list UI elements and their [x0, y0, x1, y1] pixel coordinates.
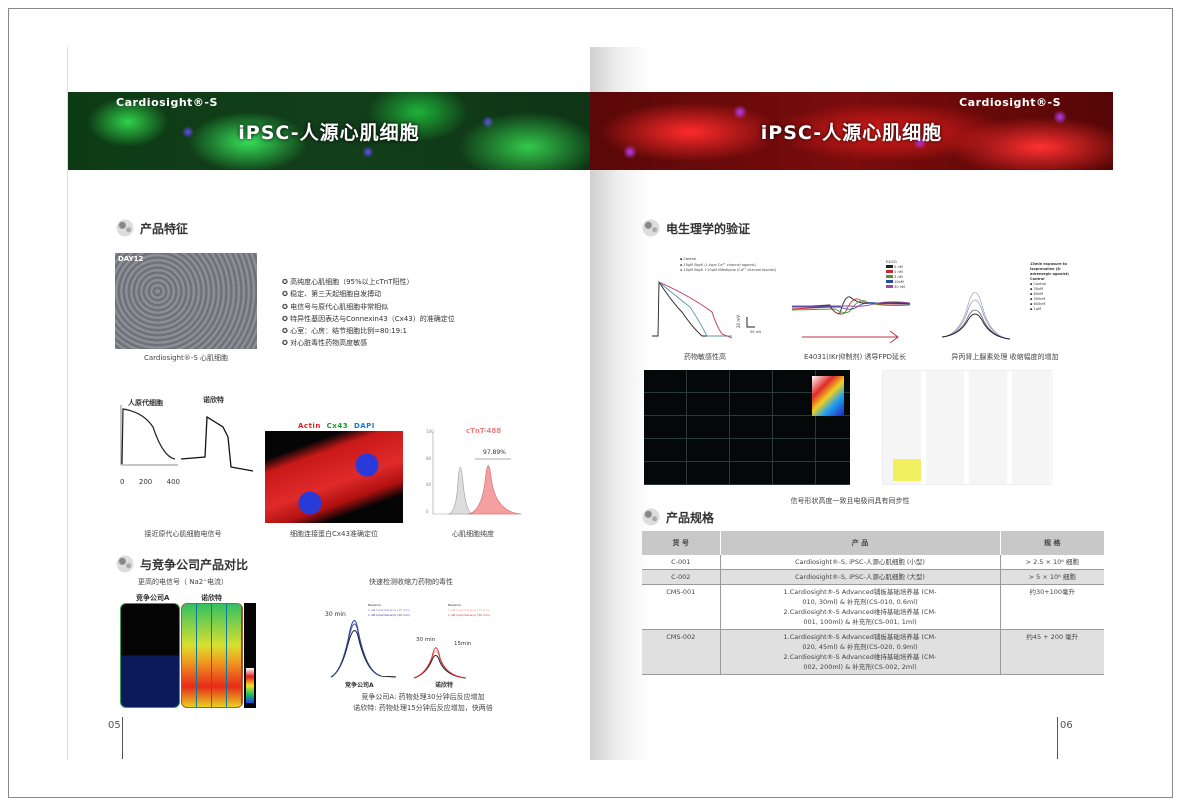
ap-drug-chart [652, 280, 755, 339]
section-title: 与竞争公司产品对比 [140, 557, 249, 572]
cell-photo: DAY12 [115, 253, 257, 349]
banner-title: iPSC-人源心肌细胞 [238, 122, 420, 144]
molecule-icon [642, 219, 660, 237]
tox-annotation: 15min [454, 641, 472, 647]
molecule-icon [116, 219, 134, 237]
banner-title: iPSC-人源心肌细胞 [760, 122, 943, 144]
fpd-legend: E4031 0 nM 1 nM 3 nM 10nM 30 nM [886, 260, 905, 289]
flow-value: 97.89% [483, 449, 506, 456]
brand-label: Cardiosight®-S [116, 96, 218, 109]
section-compare: 与竞争公司产品对比 [116, 555, 248, 573]
tox-traces [330, 620, 467, 679]
molecule-icon [116, 555, 134, 573]
flow-histogram [432, 432, 522, 515]
chart-caption: E4031(IKr抑制剂) 诱导FPD延长 [803, 353, 907, 361]
spread-frame [8, 8, 1173, 798]
confocal-image [265, 431, 403, 523]
section-title: 产品规格 [666, 510, 715, 525]
spec-table: 货 号产 品规 格 C-001 Cardiosight®-S, iPSC-人源心肌… [642, 531, 1104, 675]
chart-caption: 药物敏感性高 [684, 353, 726, 361]
page-rule [1057, 717, 1058, 759]
page-number: 05 [108, 720, 121, 731]
feature-list: 高纯度心肌细胞（95%以上cTnT阳性） 稳定、第三天起细胞自发搏动 电信号与原… [282, 276, 455, 350]
stain-caption: 细胞连接蛋白Cx43准确定位 [290, 530, 378, 538]
tox-note: 竞争公司A: 药物处理30分钟后反应增加 [361, 693, 485, 701]
section-ephys: 电生理学的验证 [642, 219, 750, 237]
feature-item: 特异性基因表达与Connexin43（Cx43）的准确定位 [282, 313, 455, 325]
tox-annotation: 30 min [325, 611, 346, 618]
table-row: C-002 Cardiosight®-S, iPSC-人源心肌细胞 (大型) > 5… [642, 569, 1104, 585]
tox-title: 快速检测收缩力药物的毒性 [369, 578, 453, 586]
table-row: CMS-002 1.Cardiosight®-S Advanced铺板基础培养基 … [642, 629, 1104, 675]
brand-label: Cardiosight®-S [959, 96, 1061, 109]
fpd-chart [791, 296, 911, 344]
competitor-label: 竞争公司A [136, 594, 170, 602]
feature-item: 电信号与原代心肌细胞非常相似 [282, 301, 455, 313]
flow-caption: 心肌细胞纯度 [452, 530, 494, 538]
scale-label-vertical: 20 mV [736, 315, 741, 328]
mea-caption: 信号形状高度一致且电极间具有同步性 [790, 497, 910, 505]
right-banner: Cardiosight®-S iPSC-人源心肌细胞 [590, 92, 1113, 170]
na-heatmap-product [181, 603, 243, 708]
ap-caption: 接近原代心肌细胞电信号 [144, 530, 222, 538]
table-header: 货 号产 品规 格 [642, 531, 1104, 555]
day-label: DAY12 [118, 255, 144, 263]
ap-label-product: 诺欣特 [203, 396, 224, 404]
na-heatmap-competitor [120, 603, 180, 708]
tox-note: 诺欣特: 药物处理15分钟后反应增加，快两倍 [353, 704, 493, 712]
mea-wells-image [882, 370, 1052, 485]
page-rule [122, 717, 123, 759]
left-page: Cardiosight®-S iPSC-人源心肌细胞 产品特征 DAY12 Ca… [68, 47, 590, 760]
molecule-icon [642, 508, 660, 526]
action-potential-chart [120, 405, 254, 472]
table-row: C-001 Cardiosight®-S, iPSC-人源心肌细胞 (小型) > 2… [642, 555, 1104, 570]
contraction-chart [941, 292, 1011, 340]
section-spec: 产品规格 [642, 508, 714, 526]
stain-legend: Actin Cx43 DAPI [298, 422, 375, 430]
section-features: 产品特征 [116, 219, 188, 237]
flow-title: cTnT-488 [466, 427, 502, 435]
contraction-legend: 15min exposure to Isoprenaline (β-adrene… [1030, 262, 1069, 311]
feature-item: 心室：心房：结节细胞比例=80:19:1 [282, 325, 455, 337]
ap-label-primary: 人原代细胞 [128, 399, 163, 407]
section-title: 产品特征 [140, 221, 189, 236]
ap-x-ticks: 0 200 400 [120, 478, 180, 486]
tox-legend-b: Baseline 1 μM Isoproterenol (15 min) 1 μM … [448, 603, 490, 617]
scale-label: 50 mV [750, 330, 762, 334]
ap-drug-legend: ▪ Control ▪ 10μM BayK (L-type Ca²⁺ channe… [680, 257, 777, 272]
feature-item: 稳定、第三天起细胞自发搏动 [282, 288, 455, 300]
table-row: CMS-001 1.Cardiosight®-S Advanced铺板基础培养基 … [642, 584, 1104, 630]
photo-caption: Cardiosight®-S 心肌细胞 [143, 354, 228, 362]
section-title: 电生理学的验证 [666, 221, 751, 236]
feature-item: 对心脏毒性药物高度敏感 [282, 337, 455, 349]
product-label: 诺欣特 [201, 594, 222, 602]
tox-annotation: 30 min [416, 637, 436, 643]
flow-y-ticks: 100 80 40 0 [426, 429, 434, 514]
tox-product-label: 诺欣特 [435, 682, 454, 689]
tox-competitor-label: 竞争公司A [345, 682, 374, 689]
tox-legend-a: Baseline 1 μM Isoproterenol (15 min) 1 μM … [368, 603, 410, 617]
chart-caption: 异丙肾上腺素处理 收缩幅度的增加 [951, 353, 1059, 361]
left-banner: Cardiosight®-S iPSC-人源心肌细胞 [68, 92, 590, 170]
page-number: 06 [1060, 720, 1073, 731]
heatmap-colorbar [244, 603, 256, 708]
feature-item: 高纯度心肌细胞（95%以上cTnT阳性） [282, 276, 455, 288]
right-page: Cardiosight®-S iPSC-人源心肌细胞 电生理学的验证 ▪ Con… [590, 47, 1113, 760]
mea-grid-image [644, 370, 850, 485]
na-title: 更高的电信号（ Na2⁺电流） [138, 578, 228, 586]
